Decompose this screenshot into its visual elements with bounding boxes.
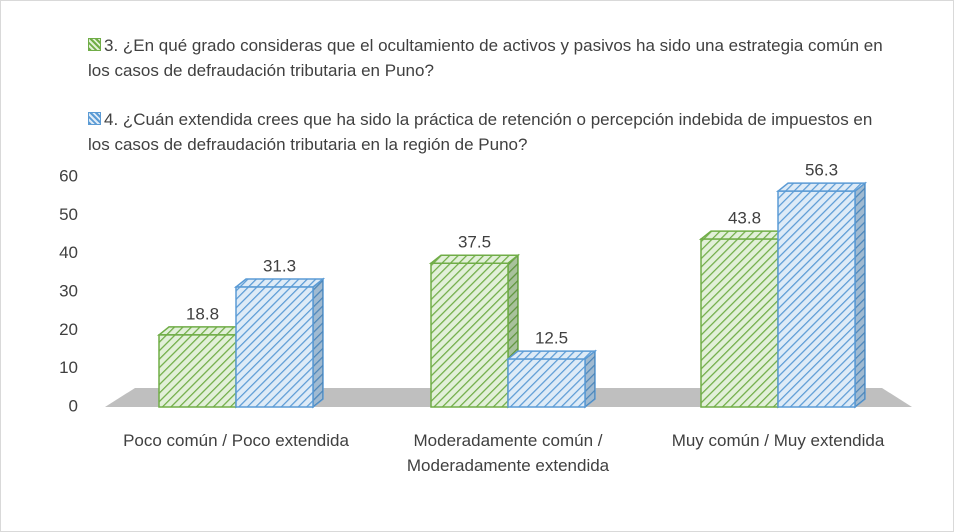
data-label: 43.8 xyxy=(728,209,761,228)
data-label: 31.3 xyxy=(263,257,296,276)
data-label: 37.5 xyxy=(458,233,491,252)
legend-swatch xyxy=(88,38,101,51)
bar xyxy=(698,229,791,409)
bar-side-shade xyxy=(313,279,323,407)
legend-label: 3. ¿En qué grado consideras que el ocult… xyxy=(88,36,883,80)
legend-entry: 3. ¿En qué grado consideras que el ocult… xyxy=(88,33,898,83)
bar-top xyxy=(505,350,598,360)
bar-top xyxy=(156,326,249,336)
bar-front xyxy=(235,286,314,408)
bar-front xyxy=(158,334,237,408)
y-tick-label: 40 xyxy=(59,243,78,262)
data-label: 12.5 xyxy=(535,329,568,348)
bar xyxy=(428,253,521,409)
y-tick-label: 60 xyxy=(59,166,78,185)
bar-top xyxy=(775,182,868,192)
y-tick-label: 30 xyxy=(59,281,78,300)
bar-front xyxy=(700,238,779,408)
bar-front xyxy=(430,262,509,408)
data-label: 56.3 xyxy=(805,161,838,180)
y-tick-label: 0 xyxy=(69,396,78,415)
bar-side-shade xyxy=(855,183,865,407)
y-tick-label: 20 xyxy=(59,320,78,339)
y-tick-label: 50 xyxy=(59,205,78,224)
bar xyxy=(775,181,868,409)
data-label: 18.8 xyxy=(186,304,219,323)
legend-label: 4. ¿Cuán extendida crees que ha sido la … xyxy=(88,110,873,154)
bar-top xyxy=(698,230,791,240)
x-tick-label: Poco común / Poco extendida xyxy=(123,431,349,450)
y-tick-label: 10 xyxy=(59,358,78,377)
bar-top xyxy=(428,254,521,264)
x-tick-label: Muy común / Muy extendida xyxy=(671,431,885,450)
x-tick-label: Moderadamente común / Moderadamente exte… xyxy=(406,431,610,475)
legend-swatch xyxy=(88,112,101,125)
bar-front xyxy=(777,190,856,408)
bar-top xyxy=(233,278,326,288)
bar xyxy=(505,349,598,409)
bar-front xyxy=(507,358,586,408)
bar-side-shade xyxy=(585,351,595,407)
bar xyxy=(233,277,326,409)
bar xyxy=(156,325,249,409)
legend-entry: 4. ¿Cuán extendida crees que ha sido la … xyxy=(88,107,898,157)
